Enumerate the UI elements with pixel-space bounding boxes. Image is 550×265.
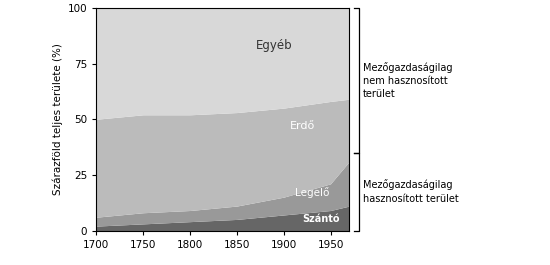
Text: Mezőgazdaságilag
hasznosított terület: Mezőgazdaságilag hasznosított terület — [363, 179, 459, 204]
Text: Szántó: Szántó — [302, 214, 340, 224]
Text: Egyéb: Egyéb — [256, 39, 293, 52]
Y-axis label: Szárazföld teljes területe (%): Szárazföld teljes területe (%) — [53, 43, 63, 195]
Text: Mezőgazdaságilag
nem hasznosított
terület: Mezőgazdaságilag nem hasznosított terüle… — [363, 61, 453, 99]
Text: Erdő: Erdő — [290, 121, 315, 131]
Text: Legelő: Legelő — [295, 187, 329, 198]
